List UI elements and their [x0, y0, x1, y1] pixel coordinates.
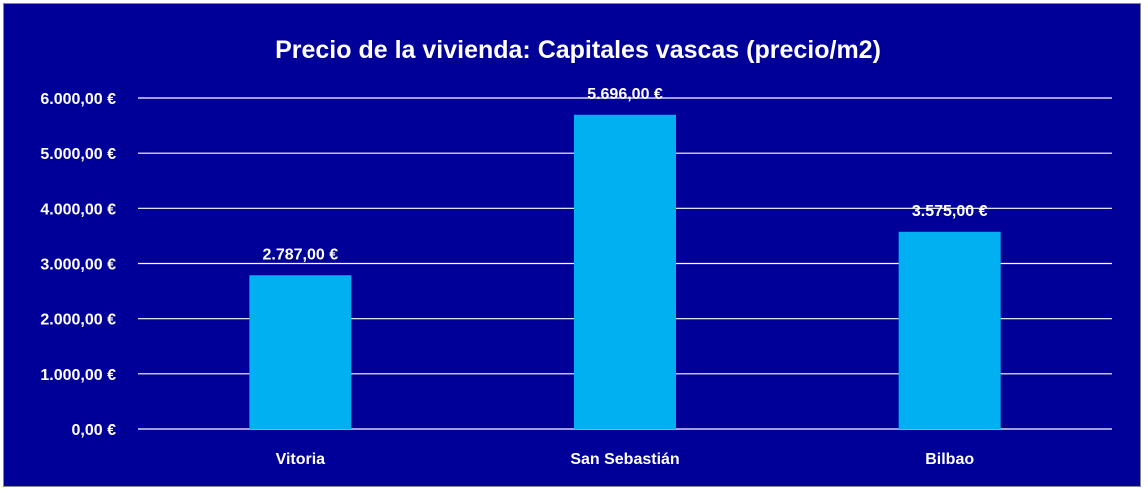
bar-chart: Precio de la vivienda: Capitales vascas … — [40, 36, 1112, 468]
y-tick-label: 4.000,00 € — [40, 201, 116, 218]
y-tick-label: 6.000,00 € — [40, 91, 116, 108]
bar-san-sebasti-n — [574, 114, 676, 430]
x-category-label: San Sebastián — [570, 451, 679, 468]
y-axis-ticks: 0,00 € 1.000,00 € 2.000,00 € 3.000,00 € 4.00… — [40, 91, 116, 439]
y-tick-label: 1.000,00 € — [40, 367, 116, 384]
bars — [249, 114, 1001, 430]
data-labels: 2.787,00 € 5.696,00 € 3.575,00 € — [263, 86, 988, 263]
y-tick-label: 3.000,00 € — [40, 257, 116, 274]
y-tick-label: 5.000,00 € — [40, 146, 116, 163]
chart-frame: Precio de la vivienda: Capitales vascas … — [3, 3, 1141, 487]
x-category-label: Bilbao — [925, 451, 974, 468]
chart-title: Precio de la vivienda: Capitales vascas … — [275, 36, 881, 64]
bar-vitoria — [249, 275, 352, 429]
x-axis-categories: Vitoria San Sebastián Bilbao — [276, 451, 975, 468]
y-tick-label: 0,00 € — [72, 422, 117, 439]
x-category-label: Vitoria — [276, 451, 326, 468]
data-label: 5.696,00 € — [587, 86, 663, 103]
data-label: 3.575,00 € — [912, 203, 988, 220]
data-label: 2.787,00 € — [263, 246, 339, 263]
y-tick-label: 2.000,00 € — [40, 312, 116, 329]
bar-bilbao — [898, 231, 1001, 429]
